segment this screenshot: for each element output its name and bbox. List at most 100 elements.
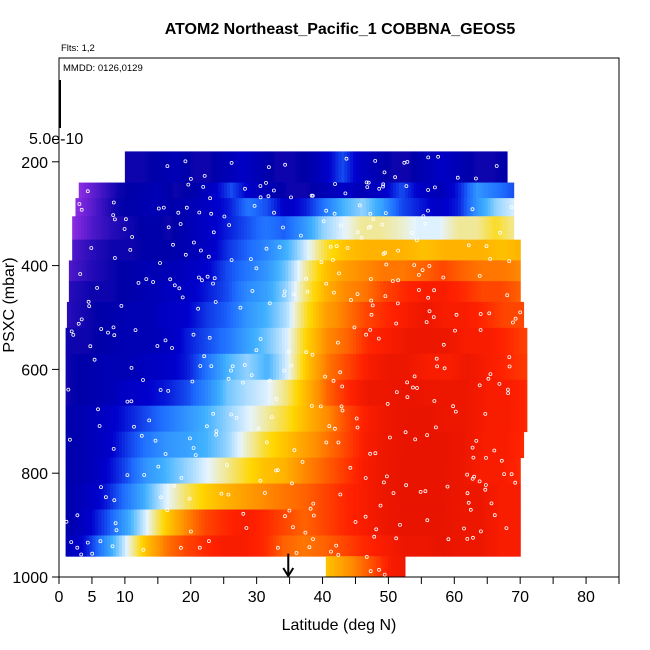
heatmap-cell (151, 151, 156, 183)
sample-point (330, 257, 335, 262)
heatmap-cell (296, 353, 301, 381)
heatmap-cell (113, 509, 117, 536)
heatmap-cell (104, 509, 108, 536)
heatmap-cell (131, 198, 136, 217)
heatmap-cell (373, 535, 378, 557)
heatmap-cell (191, 182, 195, 199)
heatmap-cell (211, 281, 215, 303)
heatmap-cell (489, 405, 494, 433)
heatmap-cell (367, 431, 372, 459)
heatmap-cell (395, 239, 399, 261)
heatmap-cell (160, 281, 165, 303)
heatmap-cell (338, 151, 342, 183)
heatmap-cell (207, 327, 212, 355)
heatmap-cell (430, 431, 434, 459)
heatmap-cell (436, 457, 440, 484)
heatmap-cell (166, 457, 170, 484)
heatmap-cell (330, 198, 334, 217)
heatmap-cell (409, 353, 414, 381)
heatmap-cell (304, 182, 308, 199)
heatmap-cell (125, 260, 129, 282)
heatmap-cell (391, 327, 396, 355)
heatmap-cell (517, 301, 522, 329)
heatmap-cell (169, 151, 173, 183)
sample-point (504, 526, 509, 530)
heatmap-cell (486, 431, 491, 459)
heatmap-cell (484, 182, 489, 199)
heatmap-cell (129, 182, 133, 199)
sample-point (366, 180, 371, 185)
heatmap-cell (129, 301, 133, 329)
heatmap-cell (380, 260, 384, 282)
sample-point (415, 386, 419, 390)
sample-point (213, 300, 218, 304)
heatmap-cell (255, 239, 260, 261)
heatmap-cell (139, 405, 144, 433)
heatmap-cell (196, 151, 200, 183)
heatmap-cell (327, 301, 332, 329)
sample-point (282, 293, 287, 298)
heatmap-cell (92, 379, 96, 407)
heatmap-cell (513, 431, 517, 459)
heatmap-cell (448, 405, 452, 433)
heatmap-cell (409, 281, 414, 303)
heatmap-cell (350, 431, 354, 459)
heatmap-cell (418, 405, 422, 433)
heatmap-cell (279, 281, 283, 303)
heatmap-cell (362, 379, 366, 407)
heatmap-cell (196, 457, 200, 484)
heatmap-cell (199, 457, 203, 484)
heatmap-cell (86, 535, 90, 557)
heatmap-cell (456, 327, 461, 355)
heatmap-cell (154, 535, 159, 557)
heatmap-cell (392, 216, 396, 241)
heatmap-cell (273, 353, 277, 381)
heatmap-cell (433, 216, 438, 241)
heatmap-cell (406, 431, 411, 459)
heatmap-cell (228, 405, 233, 433)
heatmap-cell (121, 431, 126, 459)
heatmap-cell (300, 281, 304, 303)
heatmap-cell (374, 239, 379, 261)
heatmap-cell (163, 535, 167, 557)
sample-points (64, 154, 523, 577)
heatmap-cell (445, 535, 449, 557)
heatmap-cell (235, 182, 240, 199)
sample-point (142, 473, 147, 477)
heatmap-cell (145, 151, 150, 183)
heatmap-cell (475, 281, 479, 303)
heatmap-cell (136, 431, 141, 459)
heatmap-cell (232, 216, 236, 241)
sample-point (498, 230, 503, 235)
heatmap-cell (415, 379, 419, 407)
heatmap-cell (267, 379, 271, 407)
heatmap-cell (379, 405, 384, 433)
heatmap-cell (210, 379, 215, 407)
heatmap-cell (489, 281, 494, 303)
heatmap-cell (379, 431, 384, 459)
heatmap-cell (379, 457, 384, 484)
heatmap-cell (376, 509, 381, 536)
heatmap-cell (110, 483, 114, 510)
heatmap-cell (433, 353, 437, 381)
sample-point (380, 222, 385, 227)
heatmap-cell (222, 327, 227, 355)
heatmap-cell (74, 379, 79, 407)
heatmap-cell (290, 535, 295, 557)
heatmap-cell (255, 327, 259, 355)
heatmap-cell (317, 457, 322, 484)
heatmap-cell (157, 535, 162, 557)
heatmap-cell (71, 509, 76, 536)
sample-point (254, 266, 259, 271)
heatmap-cell (460, 216, 465, 241)
heatmap-cell (365, 535, 369, 557)
heatmap-cell (377, 239, 382, 261)
heatmap-cell (154, 405, 159, 433)
heatmap-cell (335, 260, 340, 282)
heatmap-cell (305, 405, 310, 433)
heatmap-cell (288, 239, 293, 261)
heatmap-cell (80, 353, 84, 381)
heatmap-cell (344, 379, 348, 407)
heatmap-cell (389, 239, 393, 261)
heatmap-cell (273, 239, 278, 261)
